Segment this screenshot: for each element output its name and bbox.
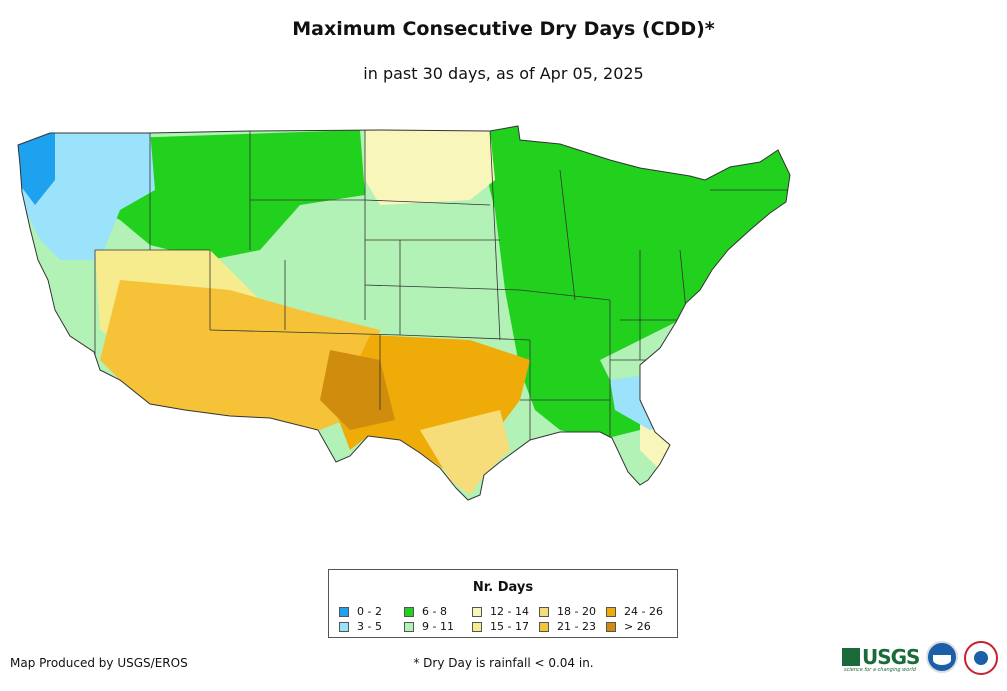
- region-southeast-coastal: [640, 350, 790, 470]
- legend-item-15-17: 15 - 17: [472, 620, 529, 633]
- legend-label: > 26: [624, 620, 651, 633]
- legend-label: 21 - 23: [557, 620, 596, 633]
- map-subtitle: in past 30 days, as of Apr 05, 2025: [363, 64, 644, 83]
- dry-day-footnote: * Dry Day is rainfall < 0.04 in.: [413, 656, 594, 670]
- legend-label: 24 - 26: [624, 605, 663, 618]
- legend-label: 12 - 14: [490, 605, 529, 618]
- legend-swatch: [472, 606, 482, 617]
- noaa-logo-icon: [926, 641, 958, 673]
- legend-swatch: [404, 621, 414, 632]
- legend-label: 9 - 11: [422, 620, 454, 633]
- nws-logo-icon: [964, 641, 998, 675]
- legend-item-6-8: 6 - 8: [404, 605, 447, 618]
- legend-label: 15 - 17: [490, 620, 529, 633]
- legend-swatch: [539, 606, 549, 617]
- legend-swatch: [339, 621, 349, 632]
- region-dry-core: [320, 350, 395, 430]
- legend-item-gt-26: > 26: [606, 620, 651, 633]
- agency-logos: USGS science for a changing world: [842, 640, 1002, 680]
- map-credit: Map Produced by USGS/EROS: [10, 656, 188, 670]
- legend-label: 3 - 5: [357, 620, 382, 633]
- legend-label: 6 - 8: [422, 605, 447, 618]
- legend-swatch: [606, 606, 616, 617]
- legend-swatch: [472, 621, 482, 632]
- legend-swatch: [404, 606, 414, 617]
- legend-item-0-2: 0 - 2: [339, 605, 382, 618]
- usgs-wordmark: USGS: [862, 645, 920, 669]
- legend-item-21-23: 21 - 23: [539, 620, 596, 633]
- legend-swatch: [539, 621, 549, 632]
- legend-title: Nr. Days: [472, 580, 534, 595]
- legend-swatch: [339, 606, 349, 617]
- legend: Nr. Days 0 - 2 3 - 5 6 - 8 9 - 11 12 - 1…: [328, 569, 678, 638]
- legend-item-9-11: 9 - 11: [404, 620, 454, 633]
- legend-swatch: [606, 621, 616, 632]
- legend-item-24-26: 24 - 26: [606, 605, 663, 618]
- cdd-color-fields: [18, 126, 790, 500]
- legend-item-18-20: 18 - 20: [539, 605, 596, 618]
- region-south-texas: [420, 410, 510, 495]
- legend-item-3-5: 3 - 5: [339, 620, 382, 633]
- map-title: Maximum Consecutive Dry Days (CDD)*: [292, 18, 715, 40]
- usgs-wave-icon: [842, 648, 860, 666]
- conus-outline: [17, 125, 791, 501]
- usgs-tagline: science for a changing world: [844, 667, 916, 673]
- legend-label: 0 - 2: [357, 605, 382, 618]
- region-southwest-desert: [100, 280, 380, 430]
- usgs-logo: USGS: [842, 645, 920, 669]
- legend-label: 18 - 20: [557, 605, 596, 618]
- state-boundaries: [94, 129, 790, 440]
- region-northern-plains: [365, 130, 495, 205]
- legend-item-12-14: 12 - 14: [472, 605, 529, 618]
- conus-cdd-map: [17, 125, 791, 501]
